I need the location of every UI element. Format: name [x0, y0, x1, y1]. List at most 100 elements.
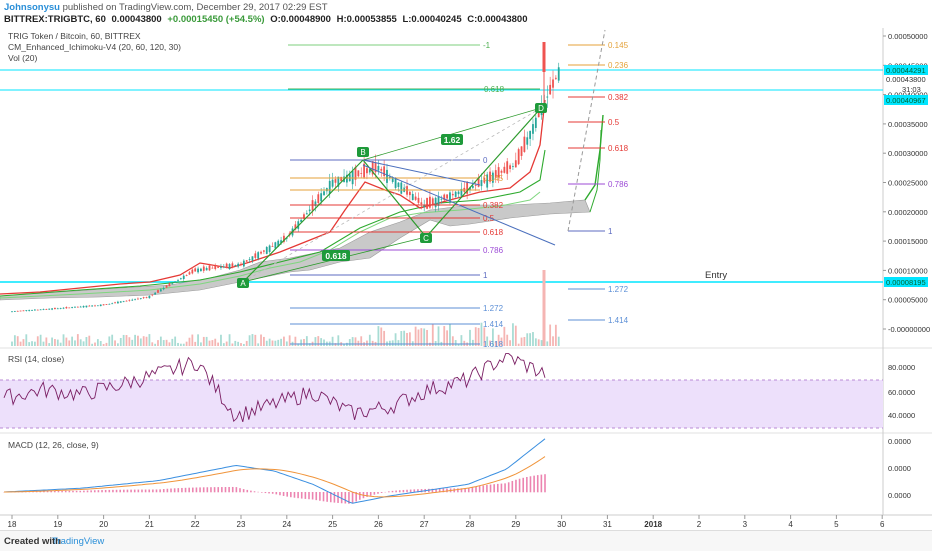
macd-hist-bar: [512, 481, 514, 492]
candle-body: [45, 309, 47, 310]
volume-bar: [317, 336, 319, 346]
volume-bar: [529, 333, 531, 346]
macd-hist-bar: [377, 492, 379, 494]
candle-body: [518, 149, 520, 164]
macd-hist-bar: [475, 487, 477, 493]
volume-bar: [54, 339, 56, 346]
macd-hist-bar: [541, 475, 543, 493]
candle-body: [226, 264, 228, 268]
candle-body: [14, 311, 16, 312]
volume-bar: [283, 337, 285, 346]
volume-bar: [360, 336, 362, 346]
candle-body: [103, 304, 105, 305]
price-tick-label: 0.00030000: [888, 149, 928, 158]
macd-hist-bar: [544, 474, 546, 492]
volume-bar: [48, 343, 50, 346]
candle-body: [137, 299, 139, 300]
candle-body: [521, 146, 523, 156]
volume-bar: [512, 323, 514, 346]
ratio-618: 0.618: [325, 251, 347, 261]
point-a: A: [240, 279, 246, 288]
candle-body: [31, 310, 33, 311]
volume-bar: [94, 343, 96, 346]
volume-bar: [266, 341, 268, 346]
volume-bar: [88, 336, 90, 346]
macd-hist-bar: [515, 480, 517, 493]
candle-body: [151, 295, 153, 296]
macd-hist-bar: [265, 492, 267, 493]
candle-body: [329, 181, 331, 194]
time-tick-label: 3: [743, 520, 748, 529]
candle-body: [100, 305, 102, 307]
candle-body: [57, 308, 59, 309]
candle-body: [398, 183, 400, 187]
macd-hist-bar: [399, 490, 401, 492]
volume-bar: [51, 338, 53, 346]
macd-hist-bar: [65, 491, 67, 492]
candle-body: [214, 266, 216, 269]
macd-hist-bar: [497, 484, 499, 492]
candle-body: [501, 171, 503, 173]
price-tick-label: 0.00035000: [888, 120, 928, 129]
volume-bar: [57, 340, 59, 346]
time-tick-label: 6: [880, 520, 885, 529]
candle-body: [532, 124, 534, 134]
volume-bar: [538, 339, 540, 346]
point-c: C: [423, 234, 429, 243]
volume-bar: [438, 326, 440, 346]
time-tick-label: 5: [834, 520, 839, 529]
candle-body: [386, 170, 388, 183]
volume-bar: [63, 334, 65, 346]
tradingview-logo[interactable]: TradingView: [52, 536, 104, 547]
macd-hist-bar: [221, 487, 223, 492]
candle-body: [366, 168, 368, 173]
macd-hist-bar: [174, 488, 176, 492]
volume-bar: [86, 337, 88, 346]
candle-body: [23, 310, 25, 311]
volume-bar: [97, 339, 99, 346]
volume-bar: [131, 340, 133, 346]
volume-bar: [120, 338, 122, 346]
macd-hist-bar: [493, 484, 495, 492]
volume-bar: [163, 340, 165, 346]
price-chart[interactable]: 0 0.145 0.382 0.5 0.618 0.786 1 1.272 1.…: [0, 0, 932, 530]
price-tick-label: 0.00015000: [888, 237, 928, 246]
volume-bar: [111, 335, 113, 346]
macd-hist-bar: [105, 490, 107, 492]
candle-body: [169, 283, 171, 286]
candle-body: [160, 289, 162, 291]
macd-hist-bar: [352, 492, 354, 503]
fib-e-236: 0.236: [608, 61, 629, 70]
macd-hist-bar: [69, 491, 71, 492]
candle-body: [332, 180, 334, 187]
ratio-162: 1.62: [444, 135, 461, 145]
time-tick-label: 20: [99, 520, 108, 529]
volume-bar: [243, 344, 245, 346]
macd-hist-bar: [185, 488, 187, 492]
macd-hist-bar: [319, 492, 321, 501]
candle-body: [335, 179, 337, 183]
macd-hist-bar: [134, 490, 136, 493]
volume-bar: [380, 327, 382, 346]
macd-hist-bar: [152, 489, 154, 492]
entry-annotation[interactable]: Entry: [705, 270, 727, 281]
volume-bar: [17, 336, 19, 346]
candle-body: [452, 194, 454, 195]
volume-bar: [197, 334, 199, 346]
volume-bar: [106, 343, 108, 346]
macd-hist-bar: [370, 492, 372, 496]
macd-hist-bar: [486, 485, 488, 492]
volume-bar: [191, 335, 193, 346]
candle-body: [220, 267, 222, 268]
cloud-future-edge-2: [590, 130, 601, 212]
time-tick-label: 26: [374, 520, 383, 529]
macd-hist-bar: [479, 486, 481, 492]
candle-body: [154, 293, 156, 295]
volume-bar: [169, 342, 171, 346]
macd-line: [4, 439, 545, 503]
macd-hist-bar: [127, 490, 129, 493]
macd-hist-bar: [217, 487, 219, 492]
macd-hist-bar: [482, 485, 484, 492]
macd-hist-bar: [243, 489, 245, 492]
